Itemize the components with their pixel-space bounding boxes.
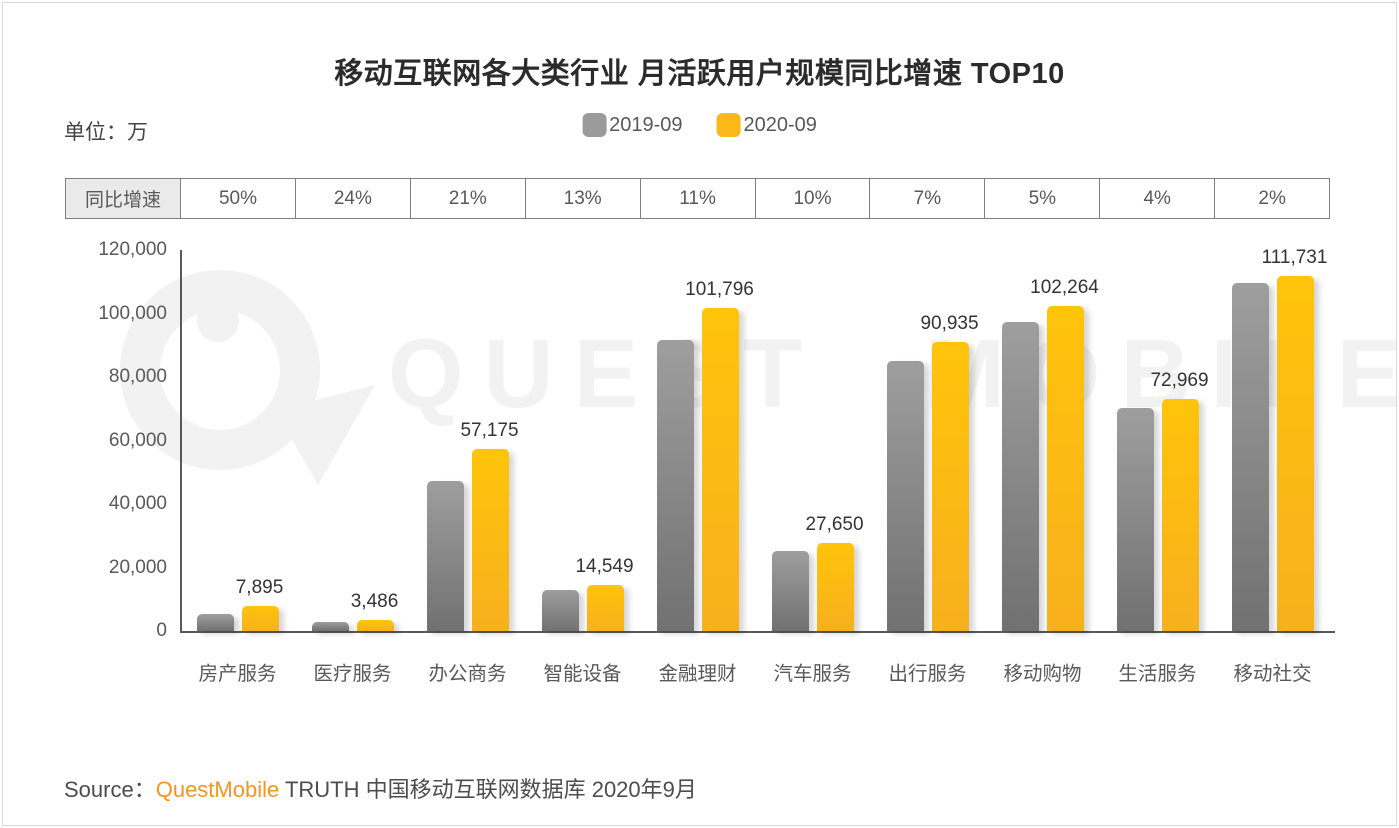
legend-swatch-2020-icon — [716, 113, 741, 137]
legend-item-2019: 2019-09 — [582, 113, 683, 137]
bar-2020 — [356, 620, 394, 631]
source-suffix: TRUTH 中国移动互联网数据库 2020年9月 — [279, 777, 697, 802]
bar-2020 — [241, 606, 279, 631]
bar-value-label: 3,486 — [350, 591, 399, 612]
growth-rate-cell: 21% — [410, 178, 526, 219]
category-label: 医疗服务 — [313, 663, 392, 685]
bar-2019 — [656, 340, 694, 631]
bar-2019 — [771, 551, 809, 631]
y-axis-tick-label: 120,000 — [98, 239, 167, 260]
growth-rate-cell: 5% — [985, 178, 1101, 219]
category-label: 房产服务 — [198, 663, 277, 685]
bar-2020 — [1161, 399, 1199, 631]
growth-rate-row: 同比增速 50% 24% 21% 13% 11% 10% 7% 5% 4% 2% — [65, 178, 1331, 219]
growth-rate-cell: 24% — [295, 178, 411, 219]
category-label: 生活服务 — [1118, 663, 1197, 685]
bar-2019 — [1231, 283, 1269, 631]
bar-value-label: 101,796 — [685, 279, 754, 300]
bar-2020 — [931, 342, 969, 631]
y-axis-tick-label: 100,000 — [98, 302, 167, 324]
category-label: 移动购物 — [1003, 663, 1082, 685]
bar-2019 — [1116, 408, 1154, 631]
category-label: 办公商务 — [428, 663, 507, 685]
bar-2019 — [1001, 322, 1039, 631]
bar-2019 — [311, 622, 349, 631]
source-prefix: Source： — [64, 777, 156, 802]
bar-2020 — [1276, 276, 1314, 631]
bar-value-label: 14,549 — [575, 556, 634, 577]
source-line: Source：QuestMobile TRUTH 中国移动互联网数据库 2020… — [64, 772, 697, 804]
category-label: 汽车服务 — [773, 663, 852, 685]
growth-rate-header: 同比增速 — [65, 178, 181, 219]
bar-2020 — [586, 585, 624, 631]
legend-swatch-2019-icon — [582, 113, 607, 137]
chart-legend: 2019-09 2020-09 — [582, 113, 817, 137]
bar-value-label: 57,175 — [460, 420, 519, 441]
y-axis-tick-label: 20,000 — [108, 556, 167, 578]
legend-label-2020: 2020-09 — [743, 113, 817, 136]
page-title: 移动互联网各大类行业 月活跃用户规模同比增速 TOP10 — [334, 58, 1065, 90]
y-axis-tick-label: 0 — [156, 620, 167, 641]
legend-label-2019: 2019-09 — [609, 113, 683, 136]
unit-label: 单位：万 — [64, 121, 148, 144]
bar-2019 — [196, 614, 234, 631]
growth-rate-cell: 10% — [755, 178, 871, 219]
questmobile-logo-watermark-icon — [120, 270, 375, 485]
bar-value-label: 102,264 — [1030, 277, 1099, 298]
growth-rate-cell: 50% — [181, 178, 296, 219]
growth-rate-cell: 11% — [640, 178, 756, 219]
bar-value-label: 111,731 — [1261, 247, 1328, 268]
bar-2019 — [541, 590, 579, 631]
category-label: 出行服务 — [888, 663, 967, 685]
category-label: 智能设备 — [543, 663, 622, 685]
bar-value-label: 72,969 — [1150, 370, 1209, 391]
y-axis-tick-label: 60,000 — [108, 429, 167, 451]
source-brand: QuestMobile — [155, 777, 280, 802]
bar-2020 — [701, 308, 739, 631]
bar-value-label: 90,935 — [920, 313, 979, 334]
bar-2020 — [816, 543, 854, 631]
bar-2019 — [886, 361, 924, 631]
growth-rate-cell: 2% — [1215, 178, 1331, 219]
growth-rate-cell: 4% — [1100, 178, 1216, 219]
category-label: 金融理财 — [658, 663, 737, 685]
bar-value-label: 7,895 — [235, 577, 284, 598]
growth-rate-cell: 13% — [525, 178, 641, 219]
bar-value-label: 27,650 — [805, 514, 864, 535]
y-axis-tick-label: 40,000 — [108, 493, 167, 514]
category-label: 移动社交 — [1233, 663, 1312, 685]
legend-item-2020: 2020-09 — [716, 113, 817, 137]
bar-2019 — [426, 481, 464, 631]
x-axis-line — [180, 631, 1335, 633]
bar-2020 — [471, 449, 509, 631]
growth-rate-cell: 7% — [870, 178, 986, 219]
y-axis-tick-label: 80,000 — [108, 366, 167, 387]
y-axis-line — [180, 250, 182, 633]
bar-2020 — [1046, 306, 1084, 631]
